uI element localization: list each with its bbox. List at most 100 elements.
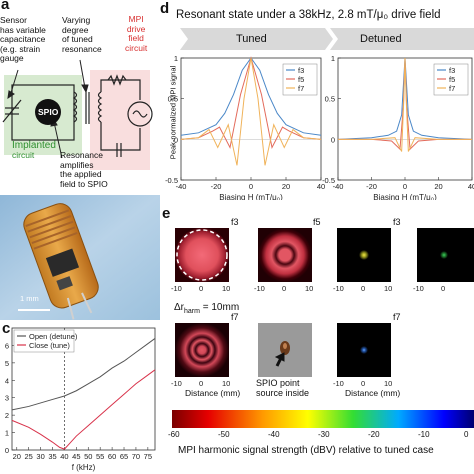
y-tick-label: -0.5 [322, 176, 335, 185]
spio-caption: SPIO point source inside [256, 378, 310, 398]
y-tick-label: 6 [5, 341, 9, 350]
label-f3-detuned: f3 [393, 217, 401, 227]
panel-a: a Sensor has variable capacitance (e.g. str… [0, 0, 160, 195]
x-axis-label: Biasing H (mT/μ₀) [219, 193, 283, 200]
svg-text:0: 0 [441, 284, 445, 293]
svg-text:0: 0 [199, 379, 203, 388]
svg-text:-10: -10 [333, 379, 344, 388]
svg-text:-10: -10 [333, 284, 344, 293]
panel-b: b 1 mm [0, 195, 160, 320]
svg-text:10: 10 [222, 284, 230, 293]
distance-label-1: Distance (mm) [185, 388, 241, 398]
series-open-detune- [11, 338, 156, 411]
x-tick-label: 20 [13, 452, 21, 461]
svg-text:0: 0 [282, 284, 286, 293]
x-tick-label: -20 [366, 182, 377, 191]
scale-bar-label: 1 mm [20, 294, 39, 303]
y-tick-label: 0 [174, 135, 178, 144]
x-tick-label: 75 [144, 452, 152, 461]
tab-tuned: Tuned [236, 33, 267, 45]
mpi-drive-note: MPI drive field circuit [125, 14, 148, 53]
x-tick-label: 30 [36, 452, 44, 461]
svg-text:10: 10 [384, 284, 392, 293]
x-tick-label: -40 [333, 182, 344, 191]
panel-c-letter: c [2, 320, 11, 337]
implant-photo [0, 195, 160, 320]
series-f7 [180, 57, 322, 166]
x-axis-label: f (kHz) [72, 463, 96, 472]
svg-text:0: 0 [361, 379, 365, 388]
spio-label: SPIO [38, 107, 59, 117]
svg-text:-10: -10 [254, 284, 265, 293]
legend-label: f7 [449, 84, 455, 93]
panel-d-letter: d [160, 0, 170, 17]
delta-r-label: Δrharm = 10mm [174, 302, 240, 315]
x-tick-label: 40 [60, 452, 68, 461]
svg-text:0: 0 [361, 284, 365, 293]
x-tick-label: 65 [120, 452, 128, 461]
y-tick-label: 1 [5, 429, 9, 438]
x-tick-label: 0 [403, 182, 407, 191]
panel-e-images: -10 0 10 -10 0 10 -10 0 10 -10 0 -10 0 10 -10 0 10 [171, 228, 474, 428]
x-tick-label: -40 [176, 182, 187, 191]
x-tick-label: 25 [25, 452, 33, 461]
tab-detuned: Detuned [360, 33, 402, 45]
svg-text:-10: -10 [171, 379, 182, 388]
legend [13, 329, 75, 353]
y-tick-label: 4 [5, 376, 9, 385]
resonance-note: Resonance amplifies the applied field to SP… [60, 150, 108, 189]
colorbar-ticks: -60 -50 -40 -30 -20 -10 0 [168, 430, 469, 439]
legend-label: Open (detune) [29, 332, 78, 341]
y-tick-label: 0.5 [325, 95, 335, 104]
panel-e-letter: e [162, 205, 171, 222]
x-tick-label: 70 [132, 452, 140, 461]
tab-arrows [180, 28, 474, 50]
svg-text:-10: -10 [413, 284, 424, 293]
circuit-schematic [2, 59, 153, 159]
x-tick-label: 40 [317, 182, 325, 191]
x-tick-label: 35 [48, 452, 56, 461]
implanted-label: Implanted circuit [12, 140, 56, 160]
y-tick-label: 0 [331, 135, 335, 144]
legend-label: f5 [449, 75, 455, 84]
x-tick-label: 60 [108, 452, 116, 461]
y-tick-label: -0.5 [165, 176, 178, 185]
svg-text:10: 10 [384, 379, 392, 388]
y-tick-label: 5 [5, 359, 9, 368]
x-tick-label: 45 [72, 452, 80, 461]
x-tick-label: 55 [96, 452, 104, 461]
image-f7-tuned [175, 323, 229, 377]
sensor-note: Sensor has variable capacitance (e.g. strai… [0, 15, 46, 63]
series-close-tune- [11, 369, 156, 450]
y-tick-label: 1 [174, 54, 178, 63]
x-axis-label: Biasing H (mT/μ₀) [373, 193, 437, 200]
series-f7 [338, 57, 472, 152]
x-tick-label: 0 [249, 182, 253, 191]
svg-text:0: 0 [199, 284, 203, 293]
colorbar [172, 410, 474, 428]
svg-text:-10: -10 [171, 284, 182, 293]
label-f3-tuned: f3 [231, 217, 239, 227]
legend-label: f3 [449, 66, 455, 75]
panel-a-letter: a [1, 0, 10, 13]
x-tick-label: 20 [282, 182, 290, 191]
legend-label: f3 [298, 66, 304, 75]
label-f7-tuned: f7 [231, 312, 239, 322]
label-f7-detuned: f7 [393, 312, 401, 322]
label-f5-tuned: f5 [313, 217, 321, 227]
colorbar-label: MPI harmonic signal strength (dBV) relat… [178, 445, 434, 456]
legend-label: f7 [298, 84, 304, 93]
x-tick-label: 50 [84, 452, 92, 461]
panel-d-title: Resonant state under a 38kHz, 2.8 mT/μ₀ … [176, 9, 441, 21]
x-tick-label: 40 [468, 182, 474, 191]
y-tick-label: 0 [5, 446, 9, 455]
varying-note: Varying degree of tuned resonance [62, 15, 102, 54]
x-tick-label: -20 [211, 182, 222, 191]
x-tick-label: 20 [434, 182, 442, 191]
legend-label: f5 [298, 75, 304, 84]
y-tick-label: 2 [5, 411, 9, 420]
y-tick-label: 1 [331, 54, 335, 63]
image-f5-tuned [258, 228, 312, 282]
